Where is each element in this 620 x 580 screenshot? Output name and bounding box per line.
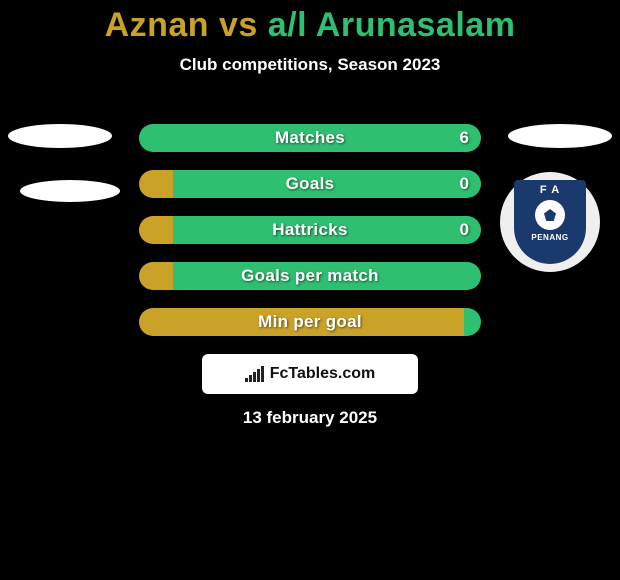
stat-row: Matches 6: [139, 124, 481, 152]
stat-row: Goals per match: [139, 262, 481, 290]
brand-bars-icon: [245, 366, 264, 382]
stat-row: Goals 0: [139, 170, 481, 198]
crest-top-text: F A: [540, 184, 560, 196]
stat-label: Min per goal: [258, 312, 362, 332]
stat-label: Matches: [275, 128, 345, 148]
avatar-right-top: [508, 124, 612, 148]
stat-label: Goals per match: [241, 266, 379, 286]
brand-text: FcTables.com: [270, 365, 376, 383]
crest-ball-icon: [535, 200, 565, 230]
avatar-right-badge: F A PENANG: [500, 172, 600, 272]
subtitle: Club competitions, Season 2023: [0, 55, 620, 75]
stat-label: Goals: [286, 174, 335, 194]
stat-value-right: 0: [460, 220, 469, 240]
stat-label: Hattricks: [272, 220, 347, 240]
stat-row: Hattricks 0: [139, 216, 481, 244]
stat-value-right: 0: [460, 174, 469, 194]
page-title: Aznan vs a/l Arunasalam: [0, 0, 620, 45]
avatar-left-top: [8, 124, 112, 148]
brand-box: FcTables.com: [202, 354, 418, 394]
title-right: a/l Arunasalam: [268, 6, 516, 44]
avatar-left-bottom: [20, 180, 120, 202]
date-label: 13 february 2025: [0, 408, 620, 428]
title-left: Aznan vs: [105, 6, 268, 44]
stat-value-right: 6: [460, 128, 469, 148]
stats-container: Matches 6 Goals 0 Hattricks 0 Goals per match M…: [139, 124, 481, 354]
team-crest: F A PENANG: [514, 180, 586, 264]
crest-bottom-text: PENANG: [531, 233, 568, 242]
stat-row: Min per goal: [139, 308, 481, 336]
